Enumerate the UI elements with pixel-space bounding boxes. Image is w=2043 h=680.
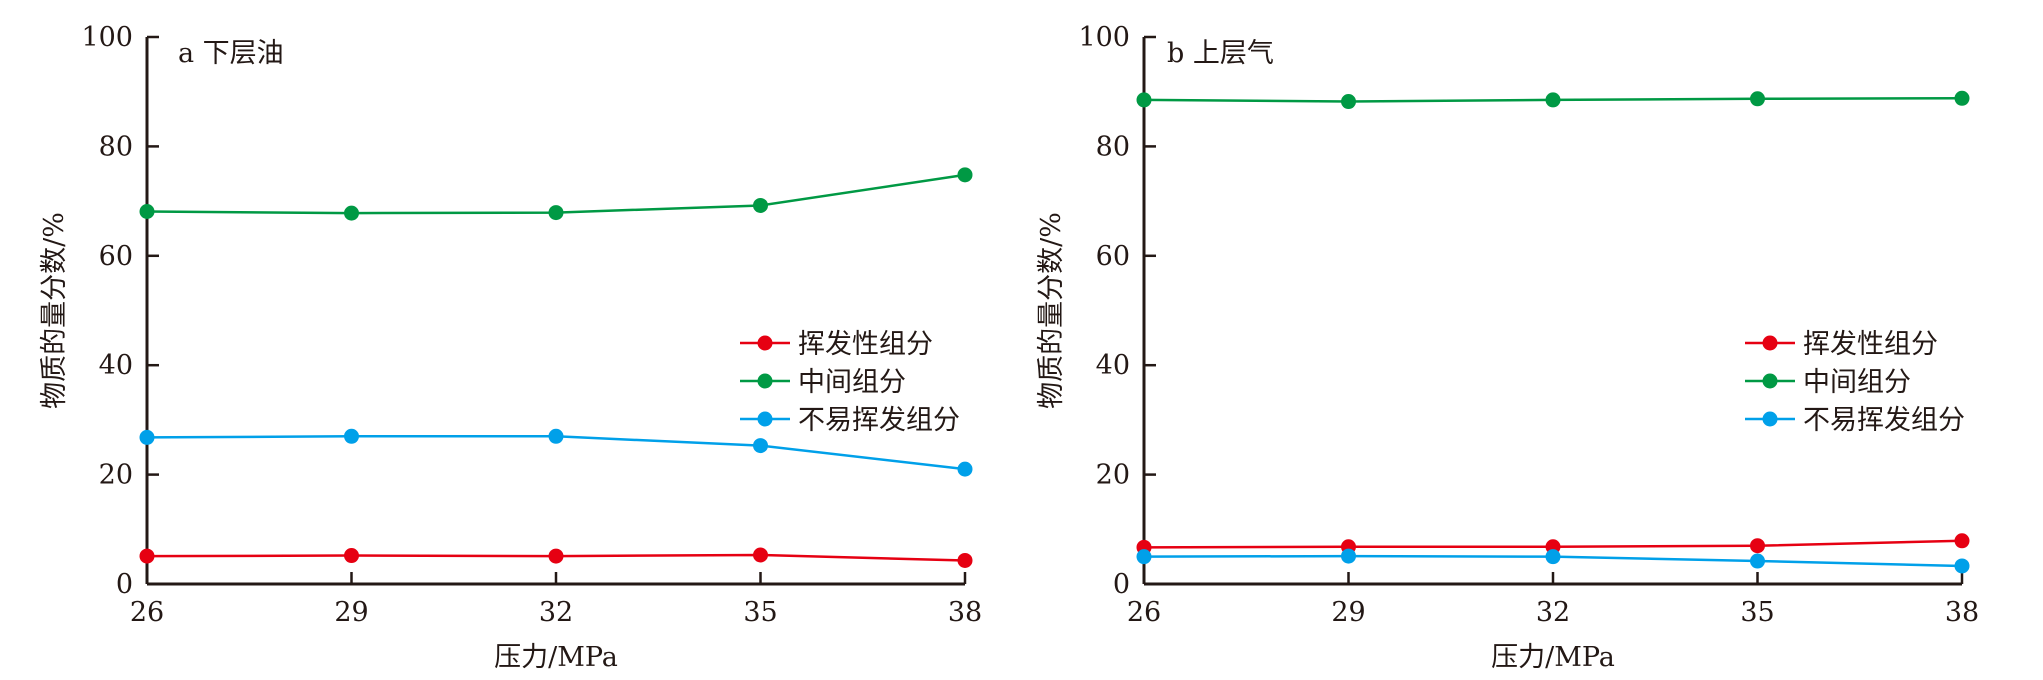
legend-label: 中间组分 — [1803, 367, 1911, 398]
legend-marker-0 — [1762, 335, 1778, 351]
panel-a-lower-oil-chart: 0 20 40 60 80 100 26 29 32 35 38 压力/MPa 物质的量分数/% a 下层… — [39, 22, 982, 673]
y-tick-label: 40 — [99, 350, 133, 381]
y-axis-title: 物质的量分数/% — [1036, 212, 1067, 409]
x-tick-label: 35 — [1740, 597, 1774, 628]
legend-label: 不易挥发组分 — [1803, 405, 1965, 436]
y-axis-title: 物质的量分数/% — [39, 212, 70, 409]
legend-marker-1 — [757, 373, 773, 389]
legend-marker-2 — [757, 411, 773, 427]
data-point-1 — [1341, 94, 1356, 110]
data-point-2 — [1136, 549, 1152, 565]
data-point-2 — [1750, 553, 1765, 569]
panel-label: a 下层油 — [178, 38, 284, 69]
data-point-0 — [548, 548, 564, 564]
legend-label: 不易挥发组分 — [798, 405, 960, 436]
x-tick-label: 26 — [1127, 597, 1161, 628]
y-tick-label: 60 — [99, 241, 133, 272]
data-point-0 — [139, 548, 155, 564]
data-point-1 — [1136, 92, 1152, 108]
x-tick-label: 32 — [539, 597, 573, 628]
y-tick-label: 100 — [81, 22, 133, 53]
y-tick-label: 40 — [1096, 350, 1130, 381]
data-point-2 — [548, 428, 564, 444]
data-point-1 — [753, 197, 768, 213]
legend-marker-1 — [1762, 373, 1778, 389]
legend-label: 挥发性组分 — [1803, 329, 1938, 360]
data-point-0 — [753, 547, 768, 563]
y-tick-label: 100 — [1078, 22, 1130, 53]
panel-label: b 上层气 — [1167, 38, 1274, 69]
data-point-1 — [548, 205, 564, 221]
data-point-1 — [1545, 92, 1561, 108]
x-tick-label: 35 — [743, 597, 777, 628]
x-tick-label: 29 — [1331, 597, 1365, 628]
data-point-2 — [139, 429, 155, 445]
data-point-0 — [344, 548, 359, 564]
y-tick-label: 80 — [1096, 131, 1130, 162]
data-point-0 — [1954, 533, 1970, 549]
data-point-2 — [1341, 548, 1356, 564]
data-point-1 — [344, 205, 359, 221]
x-tick-label: 26 — [130, 597, 164, 628]
data-point-2 — [1545, 549, 1561, 565]
x-axis-title: 压力/MPa — [494, 642, 618, 673]
legend-label: 中间组分 — [798, 367, 906, 398]
data-point-0 — [1750, 538, 1765, 554]
data-point-2 — [957, 461, 973, 477]
data-point-1 — [957, 167, 973, 183]
data-point-2 — [753, 438, 768, 454]
panel-b-upper-gas-chart: 0 20 40 60 80 100 26 29 32 35 38 压力/MPa 物质的量分数/% b 上层… — [1036, 22, 1979, 673]
data-point-2 — [1954, 558, 1970, 574]
y-tick-label: 20 — [1096, 460, 1130, 491]
x-tick-label: 38 — [1945, 597, 1979, 628]
y-tick-label: 0 — [116, 569, 133, 600]
x-tick-label: 32 — [1536, 597, 1570, 628]
data-point-1 — [139, 203, 155, 219]
legend-marker-2 — [1762, 411, 1778, 427]
legend-marker-0 — [757, 335, 773, 351]
data-point-1 — [1750, 91, 1765, 107]
y-tick-label: 0 — [1113, 569, 1130, 600]
legend-label: 挥发性组分 — [798, 329, 933, 360]
data-point-1 — [1954, 90, 1970, 106]
x-tick-label: 38 — [948, 597, 982, 628]
y-tick-label: 20 — [99, 460, 133, 491]
y-tick-label: 80 — [99, 131, 133, 162]
x-axis-title: 压力/MPa — [1491, 642, 1615, 673]
data-point-0 — [957, 552, 973, 568]
x-tick-label: 29 — [334, 597, 368, 628]
data-point-2 — [344, 428, 359, 444]
y-tick-label: 60 — [1096, 241, 1130, 272]
